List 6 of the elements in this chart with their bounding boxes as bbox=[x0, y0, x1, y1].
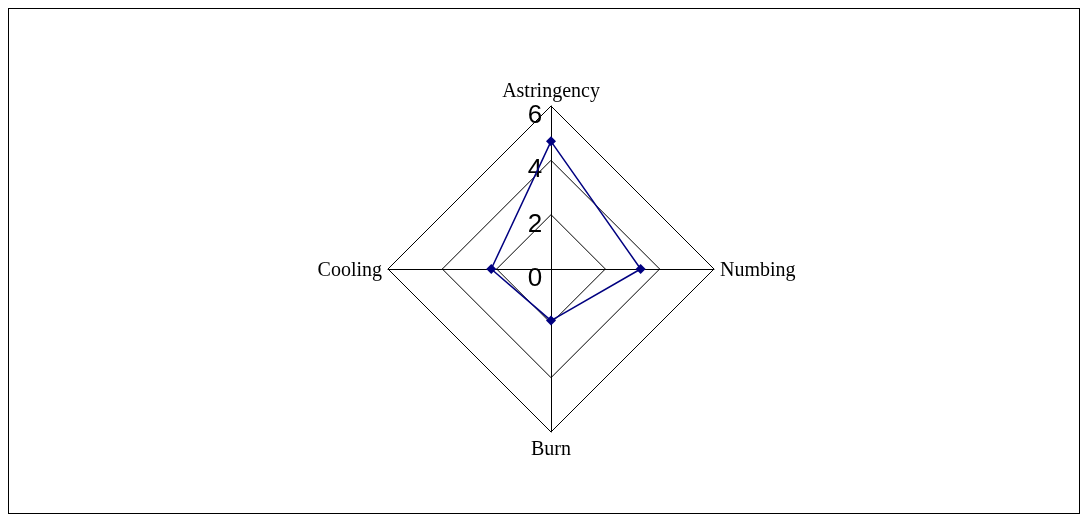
spoke-label: Cooling bbox=[317, 258, 382, 281]
spoke-label: Astringency bbox=[502, 79, 600, 102]
spoke-label: Burn bbox=[531, 437, 571, 459]
spoke-label: Numbing bbox=[720, 258, 796, 281]
y-tick-label: 6 bbox=[527, 99, 543, 129]
y-tick-label: 2 bbox=[527, 207, 543, 238]
